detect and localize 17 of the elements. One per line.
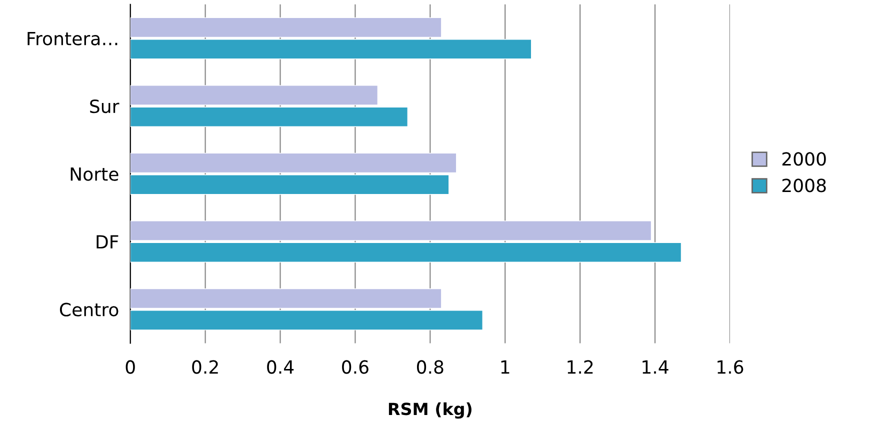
y-tick-label: Sur (90, 100, 120, 114)
x-tick-label: 0.4 (267, 360, 294, 374)
y-tick-label: DF (96, 235, 118, 248)
x-tick-label: 0.2 (192, 360, 218, 374)
x-tick-label: 1.2 (568, 360, 593, 374)
x-tick-label: 0.8 (416, 360, 444, 374)
y-tick-label: Norte (70, 167, 118, 181)
x-tick-label: 1.4 (642, 360, 668, 374)
legend-label: 2008 (782, 178, 826, 192)
y-tick-label: Frontera… (28, 32, 118, 46)
x-tick-label: 1 (501, 360, 510, 374)
x-tick-label: 0 (126, 360, 135, 374)
x-tick-label: 1.6 (718, 360, 744, 374)
x-axis-title: RSM (kg) (388, 402, 472, 419)
y-tick-label: Centro (60, 302, 118, 316)
legend-label: 2000 (782, 152, 826, 166)
x-tick-label: 0.6 (342, 360, 368, 374)
